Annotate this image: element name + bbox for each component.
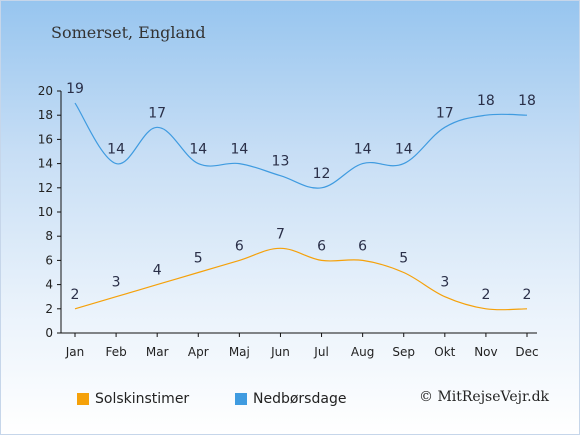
data-label-sunshine: 3 <box>112 275 121 291</box>
data-label-rain-days: 14 <box>354 142 372 158</box>
legend-item-sunshine: Solskinstimer <box>77 391 189 407</box>
x-tick-label: Jan <box>65 345 85 359</box>
x-tick-label: Sep <box>392 345 415 359</box>
data-label-sunshine: 6 <box>235 238 244 254</box>
x-tick-label: Nov <box>474 345 497 359</box>
data-label-rain-days: 17 <box>436 105 454 121</box>
x-tick-label: Jul <box>313 345 328 359</box>
y-tick-label: 10 <box>38 205 53 219</box>
data-label-sunshine: 6 <box>317 238 326 254</box>
y-tick-label: 16 <box>38 132 53 146</box>
data-label-rain-days: 13 <box>272 154 290 170</box>
data-label-sunshine: 2 <box>71 287 80 303</box>
data-label-rain-days: 18 <box>477 93 495 109</box>
data-label-rain-days: 14 <box>107 142 125 158</box>
data-label-sunshine: 7 <box>276 226 285 242</box>
y-tick-label: 6 <box>45 253 53 267</box>
legend-swatch-sunshine <box>77 393 89 405</box>
data-label-sunshine: 2 <box>523 287 532 303</box>
chart-title: Somerset, England <box>51 23 206 42</box>
legend-label-sunshine: Solskinstimer <box>95 391 190 407</box>
y-tick-label: 12 <box>38 181 53 195</box>
data-label-rain-days: 14 <box>395 142 413 158</box>
data-label-sunshine: 5 <box>194 251 203 267</box>
data-label-rain-days: 19 <box>66 81 84 97</box>
x-tick-label: Aug <box>351 345 374 359</box>
x-tick-label: Apr <box>188 345 209 359</box>
data-label-rain-days: 17 <box>148 105 166 121</box>
y-tick-label: 8 <box>45 229 53 243</box>
data-label-sunshine: 5 <box>399 251 408 267</box>
data-label-rain-days: 14 <box>230 142 248 158</box>
legend-label-rain-days: Nedbørsdage <box>253 391 347 407</box>
y-tick-label: 20 <box>38 84 53 98</box>
series-line-rain-days <box>74 102 528 189</box>
legend-item-rain-days: Nedbørsdage <box>235 391 346 407</box>
x-tick-label: Mar <box>146 345 169 359</box>
y-tick-label: 4 <box>45 278 53 292</box>
y-tick-label: 14 <box>38 157 53 171</box>
data-label-sunshine: 4 <box>153 263 162 279</box>
y-tick-label: 2 <box>45 302 53 316</box>
y-tick-label: 0 <box>45 326 53 340</box>
y-tick-label: 18 <box>38 108 53 122</box>
data-label-sunshine: 3 <box>440 275 449 291</box>
x-tick-label: Maj <box>229 345 250 359</box>
data-label-sunshine: 6 <box>358 238 367 254</box>
credit-text: © MitRejseVejr.dk <box>419 389 550 405</box>
x-tick-label: Dec <box>515 345 538 359</box>
legend-swatch-rain-days <box>235 393 247 405</box>
x-tick-label: Feb <box>105 345 126 359</box>
data-label-sunshine: 2 <box>481 287 490 303</box>
data-label-rain-days: 14 <box>189 142 207 158</box>
series-line-sunshine <box>74 247 528 311</box>
x-tick-label: Okt <box>434 345 455 359</box>
data-label-rain-days: 12 <box>313 166 331 182</box>
data-label-rain-days: 18 <box>518 93 536 109</box>
x-tick-label: Jun <box>270 345 290 359</box>
